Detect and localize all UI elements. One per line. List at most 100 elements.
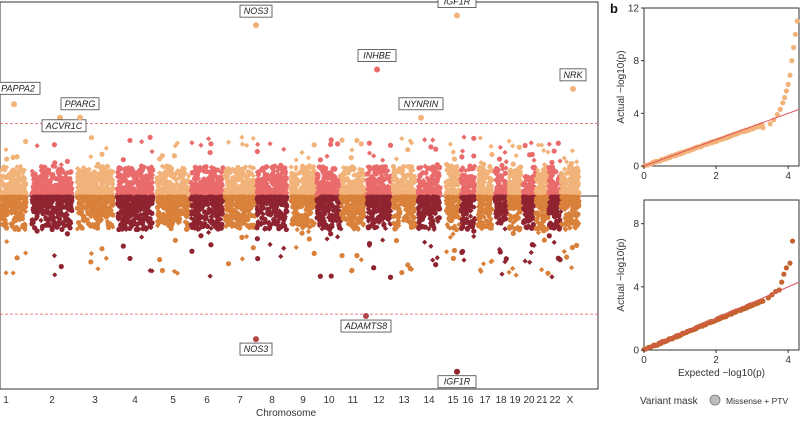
bottom-point: [110, 212, 115, 217]
bottom-point: [75, 206, 80, 211]
top-point: [294, 157, 299, 162]
top-point: [204, 169, 209, 174]
top-point: [180, 180, 185, 185]
bottom-point: [135, 201, 140, 206]
top-point: [405, 147, 410, 152]
top-point: [481, 173, 486, 178]
top-point: [527, 152, 532, 157]
bottom-point: [140, 220, 145, 225]
top-point: [3, 175, 8, 180]
top-point: [118, 174, 123, 179]
top-point: [44, 170, 49, 175]
top-point: [99, 152, 104, 157]
bottom-point: [126, 219, 131, 224]
top-point: [551, 181, 556, 186]
top-point: [574, 159, 579, 164]
bottom-point: [35, 228, 40, 233]
top-point: [557, 158, 562, 163]
bottom-point: [99, 246, 104, 251]
top-point: [11, 155, 16, 160]
bottom-point: [4, 239, 9, 244]
top-point: [435, 162, 440, 167]
top-point: [306, 170, 311, 175]
bottom-point: [141, 203, 146, 208]
top-point: [139, 163, 144, 168]
top-point: [244, 143, 249, 148]
top-point: [489, 152, 494, 157]
top-point: [567, 176, 572, 181]
top-point: [547, 169, 552, 174]
bottom-point: [67, 225, 72, 230]
bottom-point: [52, 272, 57, 277]
top-point: [14, 179, 19, 184]
top-point: [52, 142, 57, 147]
top-point: [478, 135, 483, 140]
bottom-point: [116, 227, 121, 232]
top-point: [65, 159, 70, 164]
bottom-point: [35, 202, 40, 207]
top-point: [467, 164, 472, 169]
top-point: [51, 186, 56, 191]
bottom-point: [11, 270, 16, 275]
top-point: [341, 187, 346, 192]
top-point: [276, 187, 281, 192]
top-point: [488, 178, 493, 183]
manhattan-plot: PAPPA2ACVR1CPPARGNOS3INHBENYNRINIGF1RNRK…: [0, 0, 598, 419]
top-point: [208, 141, 213, 146]
top-point: [149, 149, 154, 154]
top-point: [430, 137, 435, 142]
top-point: [507, 182, 512, 187]
top-point: [267, 141, 272, 146]
top-point: [514, 153, 519, 158]
top-point: [529, 140, 534, 145]
bottom-point: [19, 195, 24, 200]
top-point: [263, 165, 268, 170]
top-point: [481, 162, 486, 167]
top-point: [541, 167, 546, 172]
top-point: [575, 183, 580, 188]
top-point: [349, 147, 354, 152]
top-point: [139, 139, 144, 144]
top-point: [380, 158, 385, 163]
top-point: [518, 164, 523, 169]
top-point: [471, 136, 476, 141]
top-point: [132, 188, 137, 193]
top-point: [243, 178, 248, 183]
bottom-point: [46, 203, 51, 208]
top-point: [567, 167, 572, 172]
top-point: [549, 160, 554, 165]
top-point: [329, 171, 334, 176]
bottom-point: [110, 203, 115, 208]
bottom-point: [127, 226, 132, 231]
bottom-point: [41, 209, 46, 214]
top-point: [117, 165, 122, 170]
top-point: [212, 168, 217, 173]
top-point: [88, 154, 93, 159]
top-point: [300, 167, 305, 172]
bottom-point: [51, 220, 56, 225]
top-point: [89, 185, 94, 190]
bottom-point: [18, 216, 23, 221]
bottom-point: [149, 201, 154, 206]
top-point: [192, 176, 197, 181]
top-point: [222, 174, 227, 179]
top-point: [148, 169, 153, 174]
top-point: [208, 150, 213, 155]
bottom-point: [85, 195, 90, 200]
top-point: [143, 189, 148, 194]
top-point: [264, 184, 269, 189]
top-point: [310, 185, 315, 190]
top-point: [560, 180, 565, 185]
top-point: [104, 146, 109, 151]
top-point: [418, 173, 423, 178]
top-point: [552, 148, 557, 153]
bottom-point: [48, 211, 53, 216]
top-point: [197, 185, 202, 190]
top-point: [318, 157, 323, 162]
top-point: [504, 159, 509, 164]
bottom-point: [48, 199, 53, 204]
top-point: [217, 187, 222, 192]
top-point: [226, 140, 231, 145]
top-point: [351, 180, 356, 185]
top-point: [115, 170, 120, 175]
